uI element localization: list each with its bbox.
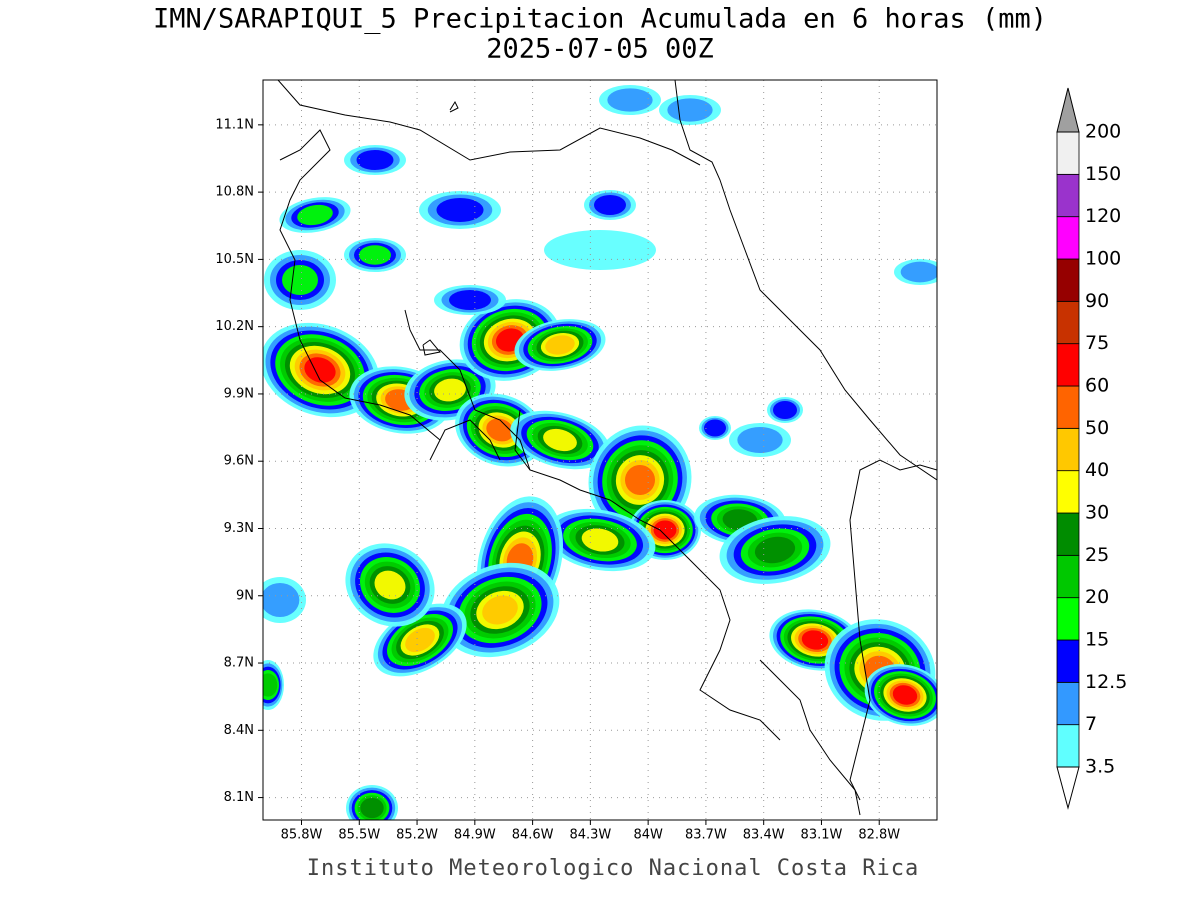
colorbar-label: 7 bbox=[1085, 713, 1097, 735]
lat-tick-label: 8.7N bbox=[224, 656, 254, 671]
lat-tick-label: 8.1N bbox=[224, 790, 254, 805]
lat-tick-label: 10.5N bbox=[215, 252, 254, 267]
precip-contour bbox=[581, 528, 619, 552]
precip-contour bbox=[607, 88, 653, 112]
precip-contour bbox=[360, 797, 384, 819]
precip-contour bbox=[482, 595, 518, 625]
precip-contour bbox=[374, 570, 406, 600]
precip-contour bbox=[436, 198, 484, 222]
lat-tick-label: 10.8N bbox=[215, 185, 254, 200]
precip-contour bbox=[263, 583, 300, 617]
lat-tick-label: 10.2N bbox=[215, 319, 254, 334]
lat-tick-label: 8.4N bbox=[224, 723, 254, 738]
precip-contour bbox=[545, 335, 575, 355]
colorbar-under bbox=[1056, 766, 1080, 810]
lon-tick-label: 83.1W bbox=[801, 828, 843, 843]
precip-contour bbox=[594, 195, 626, 215]
precip-contour bbox=[704, 419, 726, 437]
precip-contour bbox=[900, 261, 937, 283]
subtitle: 2025-07-05 00Z bbox=[486, 34, 714, 65]
precip-contour bbox=[356, 150, 394, 170]
colorbar-segment bbox=[1056, 216, 1080, 260]
colorbar-label: 120 bbox=[1085, 205, 1121, 227]
lon-tick-label: 84.9W bbox=[454, 828, 496, 843]
lon-tick-label: 84W bbox=[633, 828, 663, 843]
colorbar-label: 15 bbox=[1085, 629, 1109, 651]
colorbar-segment bbox=[1056, 724, 1080, 768]
colorbar-segment bbox=[1056, 173, 1080, 218]
colorbar-label: 30 bbox=[1085, 502, 1109, 524]
map-frame bbox=[262, 79, 938, 821]
colorbar-label: 60 bbox=[1085, 375, 1109, 397]
colorbar-label: 40 bbox=[1085, 459, 1109, 481]
colorbar-segment bbox=[1056, 343, 1080, 387]
colorbar-label: 90 bbox=[1085, 290, 1109, 312]
colorbar-segment bbox=[1056, 639, 1080, 683]
precip-contour bbox=[434, 378, 466, 402]
precip-contour bbox=[405, 627, 435, 653]
precip-contour bbox=[892, 685, 918, 705]
colorbar-segment bbox=[1056, 554, 1080, 599]
colorbar-segment bbox=[1056, 681, 1080, 726]
lat-tick-label: 9.3N bbox=[224, 521, 254, 536]
precip-contour bbox=[449, 290, 491, 310]
colorbar-segment bbox=[1056, 131, 1080, 175]
colorbar-label: 12.5 bbox=[1085, 671, 1127, 693]
precip-contour bbox=[297, 204, 333, 226]
lon-tick-label: 85.8W bbox=[281, 828, 323, 843]
precip-contour bbox=[486, 418, 514, 442]
colorbar-label: 20 bbox=[1085, 586, 1109, 608]
grid: 8.1N 8.4N 8.7N 9N 9.3N 9.6N 9.9N 10.2N 10.5N 10.8… bbox=[215, 80, 937, 843]
precip-contour bbox=[653, 520, 677, 540]
precip-contour bbox=[737, 427, 783, 453]
lon-tick-label: 82.8W bbox=[858, 828, 900, 843]
precip-contour bbox=[543, 428, 577, 452]
title: IMN/SARAPIQUI_5 Precipitacion Acumulada … bbox=[153, 4, 1047, 35]
lon-tick-label: 83.4W bbox=[743, 828, 785, 843]
lon-tick-label: 84.3W bbox=[569, 828, 611, 843]
coastlines bbox=[277, 80, 937, 816]
colorbar-label: 200 bbox=[1085, 121, 1121, 143]
colorbar-segment bbox=[1056, 427, 1080, 472]
colorbar-segment bbox=[1056, 300, 1080, 345]
precip-contour bbox=[773, 401, 797, 419]
footer: Instituto Meteorologico Nacional Costa R… bbox=[307, 856, 920, 881]
colorbar-label: 75 bbox=[1085, 332, 1109, 354]
lon-tick-label: 85.2W bbox=[396, 828, 438, 843]
precip-contour bbox=[754, 536, 796, 564]
colorbar-segment bbox=[1056, 512, 1080, 556]
colorbar-segment bbox=[1056, 258, 1080, 302]
lon-tick-label: 84.6W bbox=[512, 828, 554, 843]
colorbar: 3.5 7 12.5 15 20 25 30 40 50 60 75 90 100 120 150 200 bbox=[1056, 87, 1127, 810]
colorbar-label: 150 bbox=[1085, 163, 1121, 185]
colorbar-label: 100 bbox=[1085, 248, 1121, 270]
colorbar-label: 50 bbox=[1085, 417, 1109, 439]
colorbar-segment bbox=[1056, 385, 1080, 429]
colorbar-segment bbox=[1056, 597, 1080, 641]
precip-contour bbox=[263, 673, 278, 697]
precip-contour bbox=[282, 265, 318, 295]
lat-tick-label: 11.1N bbox=[215, 117, 254, 132]
colorbar-segment bbox=[1056, 470, 1080, 514]
lat-tick-label: 9N bbox=[236, 588, 254, 603]
lat-tick-label: 9.9N bbox=[224, 386, 254, 401]
precip-contour bbox=[667, 98, 713, 122]
lat-tick-label: 9.6N bbox=[224, 454, 254, 469]
precip-contour bbox=[625, 465, 655, 495]
precip-contour bbox=[359, 245, 391, 265]
precip-contour bbox=[544, 230, 656, 270]
precip-field bbox=[263, 85, 937, 820]
lon-tick-label: 83.7W bbox=[685, 828, 727, 843]
lon-tick-label: 85.5W bbox=[338, 828, 380, 843]
colorbar-label: 25 bbox=[1085, 544, 1109, 566]
colorbar-label: 3.5 bbox=[1085, 756, 1115, 778]
colorbar-over bbox=[1056, 87, 1080, 133]
